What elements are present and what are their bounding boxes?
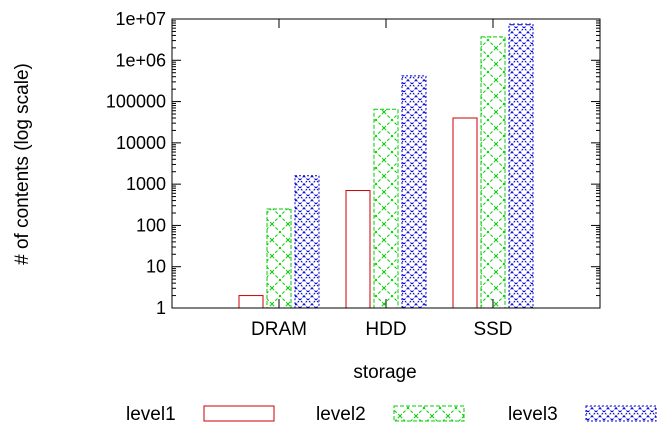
y-tick-label: 100000 [106, 92, 166, 112]
x-tick-label: DRAM [251, 319, 307, 340]
bar-level3-ssd [508, 23, 534, 309]
y-tick-label: 1000 [126, 174, 166, 194]
legend-label-level1: level1 [126, 404, 176, 425]
x-tick-label: SSD [473, 319, 512, 340]
y-tick-label: 1e+07 [115, 9, 166, 29]
x-axis-label: storage [353, 362, 416, 383]
bar-level1-ssd [452, 117, 478, 309]
y-tick-label: 1e+06 [115, 50, 166, 70]
x-tick-label: HDD [365, 319, 406, 340]
legend: level1 level2 level3 [126, 404, 657, 425]
legend-label-level3: level3 [508, 404, 558, 425]
bar-level2-ssd [480, 36, 506, 309]
legend-swatch-level1 [203, 405, 275, 422]
x-axis-ticks: DRAM HDD SSD [251, 19, 513, 340]
bar-level1-hdd [345, 190, 371, 309]
y-axis-label: # of contents (log scale) [12, 63, 33, 265]
y-tick-label: 1 [156, 298, 166, 318]
bar-level2-dram [266, 208, 292, 309]
legend-label-level2: level2 [316, 404, 366, 425]
bar-level3-hdd [401, 75, 427, 309]
bar-level3-dram [294, 175, 320, 309]
y-tick-label: 10 [146, 257, 166, 277]
y-tick-label: 100 [136, 215, 166, 235]
bars [238, 23, 534, 309]
legend-swatch-level2 [393, 405, 465, 422]
y-tick-label: 10000 [116, 133, 166, 153]
legend-swatch-level3 [585, 405, 657, 422]
bar-level1-dram [238, 295, 264, 309]
plot-frame [171, 18, 601, 309]
bar-level2-hdd [373, 108, 399, 309]
